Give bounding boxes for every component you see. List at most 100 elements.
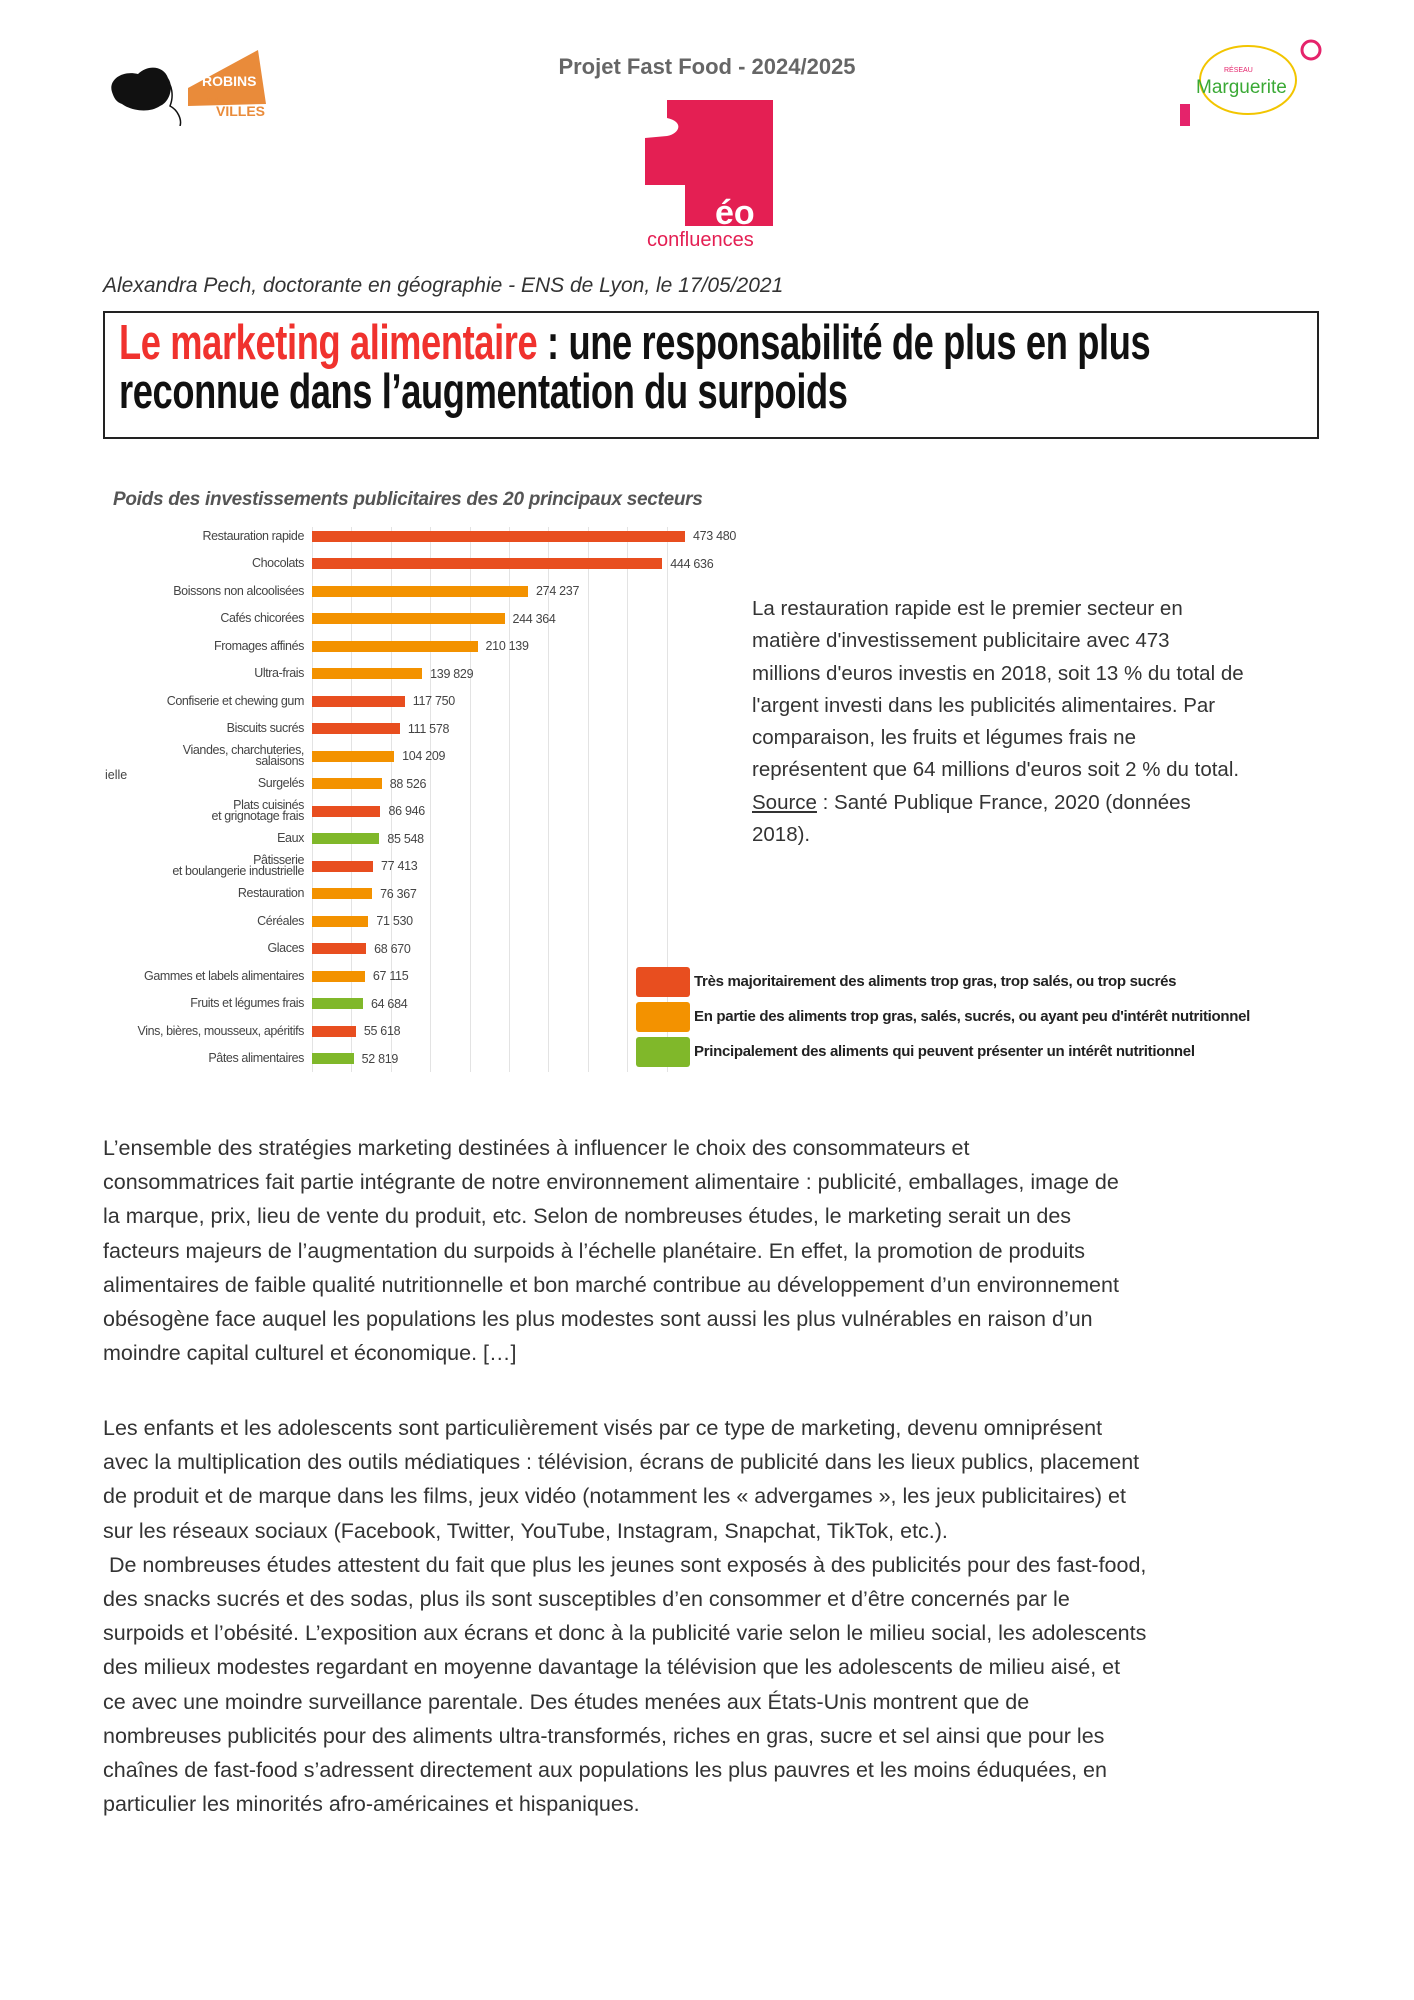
- commentary-line: La restauration rapide est le premier se…: [752, 597, 1183, 620]
- value-label: 274 237: [536, 584, 580, 598]
- stray-label: ielle: [105, 768, 128, 782]
- value-label: 77 413: [380, 859, 418, 873]
- category-label: Eaux: [277, 831, 304, 845]
- legend-label: En partie des aliments trop gras, salés,…: [694, 1008, 1251, 1025]
- commentary-line: millions d'euros investis en 2018, soit …: [752, 661, 1244, 685]
- paragraph-line: des snacks sucrés et des sodas, plus ils…: [103, 1587, 1070, 1612]
- value-label: 139 829: [430, 666, 474, 681]
- source-text: : Santé Publique France, 2020 (données: [816, 790, 1191, 814]
- legend-label: Très majoritairement des aliments trop g…: [694, 973, 1177, 990]
- robins-des-villes-logo-icon: ROBINS DES VILLES: [111, 50, 266, 127]
- geoconfluences-logo: éo confluences: [645, 100, 773, 251]
- bar: [312, 585, 529, 597]
- bar: [312, 778, 382, 789]
- reseau-marguerite-logo: RÉSEAU Marguerite: [1176, 38, 1326, 130]
- paragraph-line: L’ensemble des stratégies marketing dest…: [103, 1136, 970, 1160]
- commentary-line: matière d'investissement publicitaire av…: [752, 629, 1170, 653]
- bar: [312, 558, 663, 569]
- bar: [312, 970, 365, 982]
- category-label: Pâtisserie et boulangerie industrielle: [172, 853, 304, 878]
- category-label: Cafés chicorées: [220, 611, 304, 625]
- paragraph-line: facteurs majeurs de l’augmentation du su…: [103, 1238, 1086, 1263]
- category-label: Céréales: [257, 913, 304, 928]
- value-label: 104 209: [402, 749, 446, 763]
- value-label: 85 548: [387, 831, 424, 846]
- category-label: Confiserie et chewing gum: [166, 693, 305, 708]
- bar: [312, 1025, 356, 1037]
- commentary-line: l'argent investi dans les publicités ali…: [752, 693, 1216, 717]
- gridline: [469, 527, 471, 1072]
- paragraph-line: consommatrices fait partie intégrante de…: [103, 1170, 1119, 1195]
- category-label: Fromages affinés: [214, 638, 304, 653]
- value-label: 210 139: [485, 639, 529, 653]
- bar: [312, 613, 505, 624]
- value-label: 55 618: [363, 1024, 401, 1038]
- paragraph-line: de produit et de marque dans les films, …: [103, 1484, 1126, 1509]
- svg-text:DES: DES: [206, 98, 218, 104]
- gridline: [351, 527, 353, 1072]
- svg-text:éo: éo: [715, 194, 755, 232]
- title-box: Le marketing alimentaire : une responsab…: [103, 311, 1319, 439]
- value-label: 473 480: [693, 529, 737, 543]
- category-label: Biscuits sucrés: [226, 721, 305, 735]
- chart-title: Poids des investissements publicitaires …: [113, 489, 703, 510]
- page-title: Le marketing alimentaire : une responsab…: [119, 319, 1288, 417]
- value-label: 117 750: [412, 694, 455, 708]
- paragraph-line: ce avec une moindre surveillance parenta…: [103, 1689, 1030, 1714]
- gridline: [508, 527, 510, 1072]
- bar: [312, 640, 478, 652]
- source-link[interactable]: Source: [752, 790, 817, 814]
- category-label: Restauration rapide: [202, 528, 305, 543]
- category-label: Restauration: [237, 886, 304, 900]
- legend-label: Principalement des aliments qui peuvent …: [694, 1043, 1195, 1060]
- paragraph-line: De nombreuses études attestent du fait q…: [103, 1552, 1147, 1577]
- category-label: Gammes et labels alimentaires: [144, 968, 304, 983]
- value-label: 71 530: [376, 914, 413, 928]
- category-label: Plats cuisinés et grignotage frais: [211, 798, 305, 823]
- commentary-line: représentent que 64 millions d'euros soi…: [752, 758, 1240, 782]
- svg-text:RÉSEAU: RÉSEAU: [1224, 65, 1253, 74]
- value-label: 52 819: [361, 1051, 399, 1066]
- reseau-marguerite-logo-icon: RÉSEAU Marguerite: [1180, 39, 1322, 126]
- gridline: [312, 527, 313, 1072]
- gridline: [430, 527, 432, 1072]
- paragraph-line: obésogène face auquel les populations le…: [103, 1307, 1093, 1332]
- bar: [312, 668, 423, 679]
- commentary-line: comparaison, les fruits et légumes frais…: [752, 726, 1136, 750]
- robins-des-villes-logo: ROBINS DES VILLES: [108, 44, 273, 127]
- bar: [312, 695, 405, 707]
- value-label: 86 946: [388, 804, 425, 818]
- legend-swatch: [636, 1037, 690, 1067]
- gridline: [627, 527, 629, 1072]
- category-label: Pâtes alimentaires: [208, 1051, 304, 1065]
- legend-swatch: [636, 1002, 690, 1032]
- value-label: 88 526: [389, 776, 427, 791]
- bar: [312, 998, 363, 1009]
- paragraph-line: des milieux modestes regardant en moyenn…: [103, 1655, 1121, 1680]
- bar: [312, 750, 395, 762]
- category-label: Surgelés: [257, 776, 305, 790]
- commentary-line: Source : Santé Publique France, 2020 (do…: [752, 787, 1352, 819]
- paragraph-line: alimentaires de faible qualité nutrition…: [103, 1272, 1119, 1297]
- title-rest: : une responsabilité de plus en plus rec…: [119, 316, 1151, 419]
- bar: [312, 888, 373, 899]
- category-label: Ultra-frais: [254, 666, 304, 680]
- bar: [312, 530, 685, 542]
- category-label: Viandes, charchuteries, salaisons: [182, 743, 305, 768]
- gridline: [390, 527, 392, 1072]
- svg-text:ROBINS: ROBINS: [202, 73, 256, 89]
- commentary-line: 2018).: [752, 823, 811, 847]
- value-label: 68 670: [374, 941, 411, 956]
- paragraph-line: moindre capital culturel et économique. …: [103, 1341, 517, 1366]
- bar: [312, 723, 400, 734]
- category-label: Boissons non alcoolisées: [173, 583, 304, 598]
- value-label: 244 364: [512, 611, 556, 626]
- value-label: 111 578: [407, 721, 450, 736]
- bar: [312, 805, 381, 817]
- legend-swatch: [636, 967, 690, 997]
- paragraph-line: la marque, prix, lieu de vente du produi…: [103, 1204, 1072, 1229]
- paragraph-1: L’ensemble des stratégies marketing dest…: [103, 1131, 1119, 1370]
- bar: [312, 1053, 354, 1064]
- paragraph-line: chaînes de fast-food s’adressent directe…: [103, 1758, 1107, 1783]
- category-label: Glaces: [267, 941, 304, 955]
